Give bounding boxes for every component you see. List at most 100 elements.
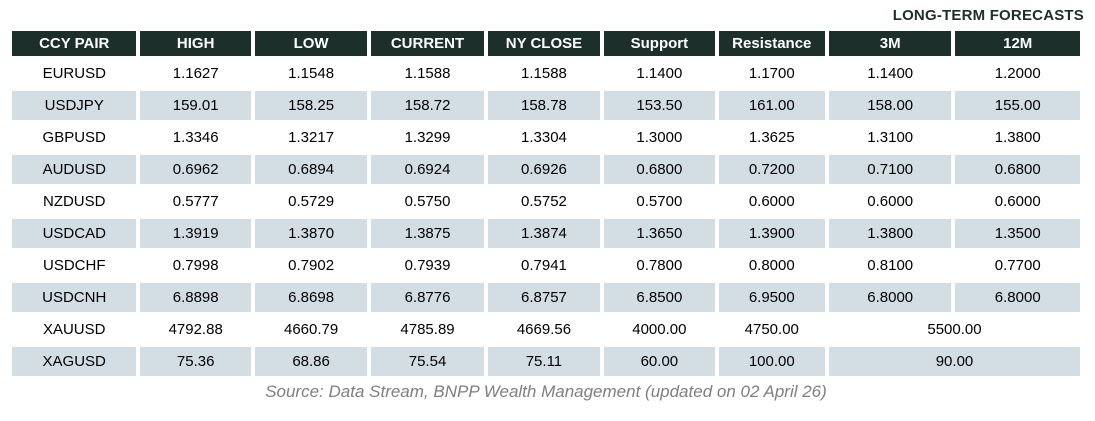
support-cell: 60.00 [604, 347, 715, 376]
resistance-cell: 1.3625 [718, 123, 825, 152]
resistance-cell: 1.1700 [718, 59, 825, 88]
forecast-3m-cell: 1.1400 [828, 59, 952, 88]
forecast-3m-cell: 0.7100 [828, 155, 952, 184]
support-cell: 6.8500 [604, 283, 715, 312]
forecast-12m-cell: 1.3800 [955, 123, 1080, 152]
long-term-merged-cell: 5500.00 [828, 315, 1080, 344]
ccy-pair-cell: XAUUSD [12, 315, 137, 344]
column-header-resistance: Resistance [718, 31, 825, 56]
support-cell: 0.7800 [604, 251, 715, 280]
column-header-support: Support [604, 31, 715, 56]
table-row: USDCNH 6.8898 6.8698 6.8776 6.8757 6.8500 6.95… [12, 283, 1080, 312]
forecast-12m-cell: 0.6800 [955, 155, 1080, 184]
ny-close-cell: 158.78 [487, 91, 601, 120]
forecast-12m-cell: 1.2000 [955, 59, 1080, 88]
high-cell: 0.5777 [140, 187, 251, 216]
ccy-pair-cell: XAGUSD [12, 347, 137, 376]
current-cell: 4785.89 [371, 315, 484, 344]
current-cell: 1.1588 [371, 59, 484, 88]
current-cell: 0.7939 [371, 251, 484, 280]
current-cell: 1.3875 [371, 219, 484, 248]
support-cell: 0.5700 [604, 187, 715, 216]
ccy-pair-cell: AUDUSD [12, 155, 137, 184]
high-cell: 0.7998 [140, 251, 251, 280]
current-cell: 0.6924 [371, 155, 484, 184]
current-cell: 75.54 [371, 347, 484, 376]
high-cell: 75.36 [140, 347, 251, 376]
support-cell: 4000.00 [604, 315, 715, 344]
support-cell: 153.50 [604, 91, 715, 120]
support-cell: 1.3650 [604, 219, 715, 248]
ccy-pair-cell: USDCHF [12, 251, 137, 280]
long-term-merged-cell: 90.00 [828, 347, 1080, 376]
high-cell: 0.6962 [140, 155, 251, 184]
long-term-forecasts-caption: LONG-TERM FORECASTS [892, 7, 1084, 24]
content-area: LONG-TERM FORECASTS CCY PAIR HIGH LOW CU… [8, 5, 1084, 402]
table-row: EURUSD 1.1627 1.1548 1.1588 1.1588 1.1400 1.17… [12, 59, 1080, 88]
ccy-pair-cell: GBPUSD [12, 123, 137, 152]
forecast-3m-cell: 6.8000 [828, 283, 952, 312]
ny-close-cell: 6.8757 [487, 283, 601, 312]
ny-close-cell: 1.3304 [487, 123, 601, 152]
ny-close-cell: 0.7941 [487, 251, 601, 280]
current-cell: 1.3299 [371, 123, 484, 152]
forecast-3m-cell: 1.3100 [828, 123, 952, 152]
resistance-cell: 0.7200 [718, 155, 825, 184]
column-header-ny-close: NY CLOSE [487, 31, 601, 56]
forecast-12m-cell: 155.00 [955, 91, 1080, 120]
table-row: XAGUSD 75.36 68.86 75.54 75.11 60.00 100.00 90.… [12, 347, 1080, 376]
current-cell: 0.5750 [371, 187, 484, 216]
low-cell: 4660.79 [254, 315, 368, 344]
ccy-pair-cell: USDCNH [12, 283, 137, 312]
source-attribution: Source: Data Stream, BNPP Wealth Managem… [265, 382, 827, 401]
resistance-cell: 161.00 [718, 91, 825, 120]
low-cell: 0.6894 [254, 155, 368, 184]
high-cell: 1.3919 [140, 219, 251, 248]
ny-close-cell: 0.5752 [487, 187, 601, 216]
current-cell: 158.72 [371, 91, 484, 120]
low-cell: 1.3870 [254, 219, 368, 248]
forecast-12m-cell: 0.6000 [955, 187, 1080, 216]
high-cell: 1.1627 [140, 59, 251, 88]
low-cell: 68.86 [254, 347, 368, 376]
ny-close-cell: 1.3874 [487, 219, 601, 248]
high-cell: 1.3346 [140, 123, 251, 152]
resistance-cell: 6.9500 [718, 283, 825, 312]
column-header-ccy-pair: CCY PAIR [12, 31, 137, 56]
fx-forecast-table: CCY PAIR HIGH LOW CURRENT NY CLOSE Suppo… [8, 28, 1084, 379]
ccy-pair-cell: USDJPY [12, 91, 137, 120]
table-row: XAUUSD 4792.88 4660.79 4785.89 4669.56 4000.0… [12, 315, 1080, 344]
ny-close-cell: 4669.56 [487, 315, 601, 344]
resistance-cell: 0.6000 [718, 187, 825, 216]
table-header: CCY PAIR HIGH LOW CURRENT NY CLOSE Suppo… [12, 31, 1080, 56]
low-cell: 1.3217 [254, 123, 368, 152]
forecast-3m-cell: 0.8100 [828, 251, 952, 280]
column-header-high: HIGH [140, 31, 251, 56]
low-cell: 0.7902 [254, 251, 368, 280]
support-cell: 0.6800 [604, 155, 715, 184]
ny-close-cell: 75.11 [487, 347, 601, 376]
resistance-cell: 0.8000 [718, 251, 825, 280]
table-row: NZDUSD 0.5777 0.5729 0.5750 0.5752 0.5700 0.60… [12, 187, 1080, 216]
forecast-3m-cell: 0.6000 [828, 187, 952, 216]
low-cell: 6.8698 [254, 283, 368, 312]
resistance-cell: 1.3900 [718, 219, 825, 248]
ny-close-cell: 1.1588 [487, 59, 601, 88]
resistance-cell: 4750.00 [718, 315, 825, 344]
support-cell: 1.3000 [604, 123, 715, 152]
resistance-cell: 100.00 [718, 347, 825, 376]
support-cell: 1.1400 [604, 59, 715, 88]
forecast-3m-cell: 1.3800 [828, 219, 952, 248]
high-cell: 4792.88 [140, 315, 251, 344]
forecast-3m-cell: 158.00 [828, 91, 952, 120]
table-row: GBPUSD 1.3346 1.3217 1.3299 1.3304 1.3000 1.36… [12, 123, 1080, 152]
low-cell: 0.5729 [254, 187, 368, 216]
forecast-12m-cell: 0.7700 [955, 251, 1080, 280]
low-cell: 1.1548 [254, 59, 368, 88]
column-header-12m: 12M [955, 31, 1080, 56]
ny-close-cell: 0.6926 [487, 155, 601, 184]
table-row: USDJPY 159.01 158.25 158.72 158.78 153.50 161.… [12, 91, 1080, 120]
table-header-row: CCY PAIR HIGH LOW CURRENT NY CLOSE Suppo… [12, 31, 1080, 56]
column-header-3m: 3M [828, 31, 952, 56]
column-header-low: LOW [254, 31, 368, 56]
